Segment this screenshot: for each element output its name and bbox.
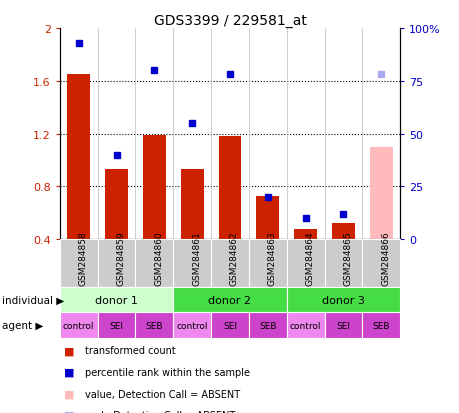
- Bar: [180, 170, 203, 240]
- Text: GSM284863: GSM284863: [267, 230, 276, 285]
- Bar: [143, 135, 165, 240]
- Text: donor 2: donor 2: [208, 295, 251, 305]
- Text: GSM284860: GSM284860: [154, 230, 163, 285]
- Text: agent ▶: agent ▶: [2, 320, 44, 330]
- Text: rank, Detection Call = ABSENT: rank, Detection Call = ABSENT: [85, 410, 235, 413]
- Text: GSM284862: GSM284862: [230, 230, 239, 285]
- Text: GSM284861: GSM284861: [192, 230, 201, 285]
- Bar: [369, 147, 392, 240]
- Text: SEB: SEB: [146, 321, 163, 330]
- Text: SEI: SEI: [109, 321, 123, 330]
- Text: GSM284866: GSM284866: [381, 230, 389, 285]
- Title: GDS3399 / 229581_at: GDS3399 / 229581_at: [153, 14, 306, 28]
- Text: transformed count: transformed count: [85, 346, 175, 356]
- Text: ■: ■: [64, 389, 75, 399]
- Text: GSM284859: GSM284859: [116, 230, 125, 285]
- Text: individual ▶: individual ▶: [2, 295, 64, 305]
- Text: GSM284858: GSM284858: [78, 230, 88, 285]
- Text: ■: ■: [64, 367, 75, 377]
- Text: percentile rank within the sample: percentile rank within the sample: [85, 367, 250, 377]
- Text: control: control: [289, 321, 321, 330]
- Text: control: control: [63, 321, 94, 330]
- Text: donor 3: donor 3: [321, 295, 364, 305]
- Text: GSM284864: GSM284864: [305, 230, 314, 285]
- Bar: [331, 224, 354, 240]
- Text: SEI: SEI: [336, 321, 350, 330]
- Bar: [218, 137, 241, 240]
- Bar: [256, 196, 279, 240]
- Text: GSM284865: GSM284865: [343, 230, 352, 285]
- Text: donor 1: donor 1: [95, 295, 138, 305]
- Bar: [67, 75, 90, 240]
- Text: SEB: SEB: [258, 321, 276, 330]
- Bar: [294, 229, 316, 240]
- Text: ■: ■: [64, 410, 75, 413]
- Text: control: control: [176, 321, 207, 330]
- Text: value, Detection Call = ABSENT: value, Detection Call = ABSENT: [85, 389, 240, 399]
- Bar: [105, 170, 128, 240]
- Text: SEI: SEI: [223, 321, 236, 330]
- Text: ■: ■: [64, 346, 75, 356]
- Text: SEB: SEB: [372, 321, 389, 330]
